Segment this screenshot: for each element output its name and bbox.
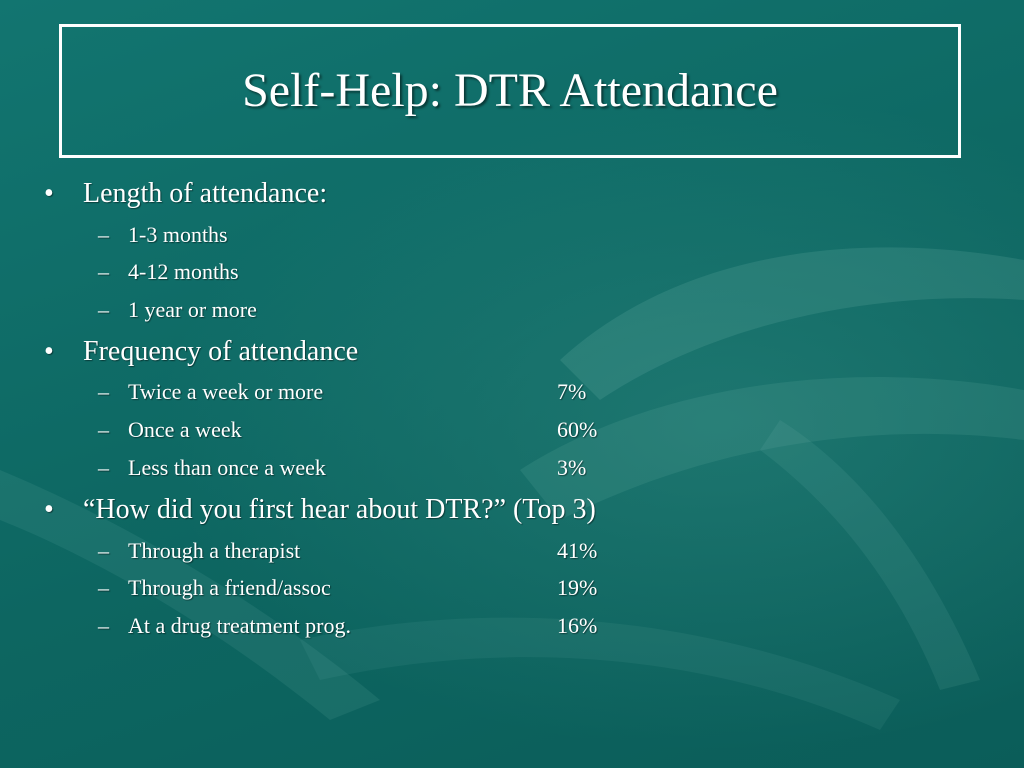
dash-marker: – — [98, 455, 109, 480]
dash-marker: – — [98, 575, 109, 600]
sub-item-value: 41% — [557, 538, 598, 563]
sub-item-label: 4-12 months — [128, 259, 239, 284]
sub-item-value: 19% — [557, 575, 598, 600]
dash-marker: – — [98, 417, 109, 442]
sub-item-label: Twice a week or more — [128, 379, 324, 404]
dash-marker: – — [98, 379, 109, 404]
sub-item-value: 16% — [557, 613, 598, 638]
dash-marker: – — [98, 259, 109, 284]
swoosh-middle — [520, 376, 1024, 520]
sub-item-value: 7% — [557, 379, 587, 404]
sub-item-label: Through a friend/assoc — [128, 575, 331, 600]
dash-marker: – — [98, 297, 109, 322]
dash-marker: – — [98, 538, 109, 563]
sub-item-value: 3% — [557, 455, 587, 480]
swoosh-lower — [0, 470, 380, 720]
sub-item-label: Less than once a week — [128, 455, 326, 480]
bullet-marker: • — [44, 494, 54, 525]
swoosh-upper — [560, 247, 1024, 400]
bullet-heading: Frequency of attendance — [83, 336, 359, 367]
sub-item-label: 1-3 months — [128, 222, 228, 247]
dash-marker: – — [98, 613, 109, 638]
swoosh-bottom — [300, 617, 900, 730]
sub-item-label: Through a therapist — [128, 538, 301, 563]
sub-item-value: 60% — [557, 417, 598, 442]
sub-item-label: At a drug treatment prog. — [128, 613, 351, 638]
bullet-heading: “How did you first hear about DTR?” (Top… — [83, 494, 596, 525]
bullet-marker: • — [44, 336, 54, 367]
bullet-heading: Length of attendance: — [83, 178, 328, 209]
sub-item-label: 1 year or more — [128, 297, 257, 322]
bullet-marker: • — [44, 178, 54, 209]
title-frame: Self-Help: DTR Attendance — [59, 24, 961, 158]
dash-marker: – — [98, 222, 109, 247]
sub-item-label: Once a week — [128, 417, 242, 442]
slide-title: Self-Help: DTR Attendance — [242, 64, 778, 117]
swoosh-right — [760, 420, 980, 690]
